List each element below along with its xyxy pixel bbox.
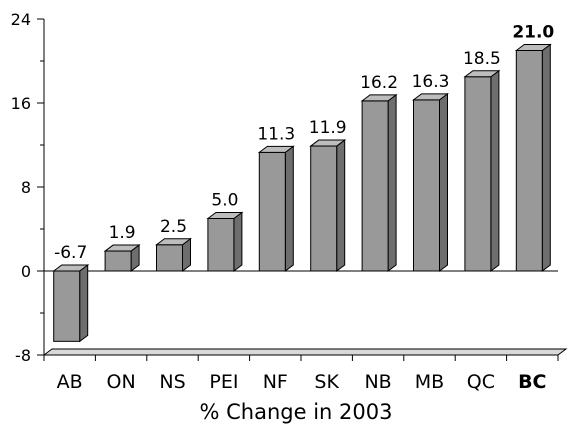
bar-side <box>284 145 294 272</box>
bar-front <box>361 100 389 272</box>
bar-side <box>233 211 243 272</box>
bar-pei <box>206 211 244 272</box>
bar-top <box>360 94 398 102</box>
bar-on <box>103 244 141 272</box>
bar-nb <box>360 93 398 272</box>
category-label-nf: NF <box>263 371 288 393</box>
bar-sk <box>309 139 347 272</box>
category-label-ns: NS <box>159 371 185 393</box>
y-tick-label: 8 <box>21 178 31 197</box>
category-label-nb: NB <box>364 371 391 393</box>
y-tick-label: 16 <box>11 94 31 113</box>
bar-nf <box>257 145 295 272</box>
bar-front <box>515 50 543 272</box>
y-tick-label: 0 <box>21 262 31 281</box>
bar-top <box>514 44 552 51</box>
bar-side <box>541 43 551 272</box>
value-label-qc: 18.5 <box>463 49 501 69</box>
bar-bc <box>514 43 552 272</box>
bar-top <box>155 238 192 246</box>
value-label-pei: 5.0 <box>211 191 238 211</box>
bar-front <box>53 270 81 342</box>
bar-front <box>207 218 235 272</box>
bar-ab <box>52 264 90 343</box>
value-label-mb: 16.3 <box>412 72 450 92</box>
bar-mb <box>412 92 449 272</box>
value-label-nb: 16.2 <box>360 73 398 93</box>
bar-side <box>336 139 346 272</box>
x-axis-title: % Change in 2003 <box>200 400 393 424</box>
bar-side <box>439 92 448 272</box>
bar-front <box>156 244 183 272</box>
value-label-sk: 11.9 <box>309 118 347 138</box>
bar-front <box>413 99 440 272</box>
category-label-sk: SK <box>314 371 339 393</box>
y-tick-label: 24 <box>11 10 31 29</box>
category-label-ab: AB <box>57 371 83 393</box>
bars <box>52 43 552 343</box>
value-label-on: 1.9 <box>109 223 136 243</box>
category-label-pei: PEI <box>209 371 238 393</box>
bar-top <box>206 212 244 219</box>
chart-floor <box>42 348 568 356</box>
value-labels: -6.7 AB 1.9 ON 2.5 NS 5.0 PEI 11.3 NF 11.9 SK 16.2 NB… <box>54 23 554 394</box>
bar-top <box>463 70 501 78</box>
value-label-bc: 21.0 <box>512 23 554 43</box>
bar-front <box>104 250 132 272</box>
category-label-on: ON <box>107 371 136 393</box>
category-label-mb: MB <box>415 371 444 393</box>
category-label-qc: QC <box>467 371 495 393</box>
bar-top <box>412 93 449 101</box>
bar-top <box>52 264 90 272</box>
category-label-bc: BC <box>518 371 546 393</box>
bar-front <box>464 76 492 272</box>
value-label-ns: 2.5 <box>160 217 187 237</box>
bar-top <box>103 244 141 252</box>
bar-side <box>490 69 500 272</box>
bar-top <box>309 139 347 147</box>
y-tick-label: -8 <box>15 346 31 365</box>
value-label-nf: 11.3 <box>257 124 295 144</box>
value-label-ab: -6.7 <box>54 243 87 263</box>
bar-front <box>258 151 286 272</box>
bar-qc <box>463 69 501 272</box>
bar-side <box>387 93 397 272</box>
bar-ns <box>155 237 192 272</box>
bar-top <box>257 145 295 153</box>
bar-front <box>310 145 338 272</box>
bar-side <box>79 264 89 343</box>
